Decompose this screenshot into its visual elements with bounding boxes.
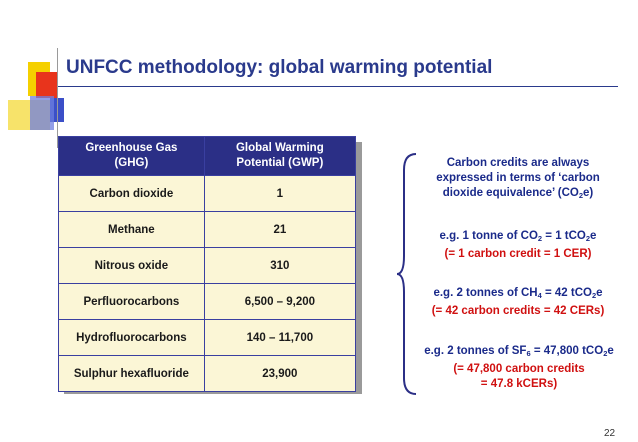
example-co2-result: (= 1 carbon credit = 1 CER) [444, 248, 592, 260]
gas-cell: Hydrofluorocarbons [58, 319, 205, 356]
gas-cell: Nitrous oxide [58, 247, 205, 284]
decor-red-square [36, 72, 58, 98]
gas-cell: Sulphur hexafluoride [58, 355, 205, 392]
gwp-cell: 6,500 – 9,200 [203, 283, 357, 320]
gwp-table: Greenhouse Gas (GHG) Global Warming Potent… [58, 136, 357, 392]
page-number: 22 [604, 428, 616, 439]
example-co2: e.g. 1 tonne of CO2 = 1 tCO2e [439, 230, 597, 243]
decor-blue-square-light [30, 96, 54, 130]
title-divider [58, 86, 618, 87]
gas-cell: Perfluorocarbons [58, 283, 205, 320]
table-row: Perfluorocarbons 6,500 – 9,200 [58, 283, 357, 320]
table-header-row: Greenhouse Gas (GHG) Global Warming Potent… [58, 136, 357, 176]
table-row: Hydrofluorocarbons 140 – 11,700 [58, 319, 357, 356]
table-row: Sulphur hexafluoride 23,900 [58, 355, 357, 392]
gwp-cell: 140 – 11,700 [203, 319, 357, 356]
gas-cell: Methane [58, 211, 205, 248]
slide-title: UNFCC methodology: global warming potent… [66, 57, 493, 78]
example-sf6-result: (= 47,800 carbon credits = 47.8 kCERs) [453, 363, 585, 390]
decor-vertical-line [57, 48, 58, 148]
table-row: Methane 21 [58, 211, 357, 248]
header-gwp: Global Warming Potential (GWP) [203, 136, 357, 176]
gwp-cell: 310 [203, 247, 357, 284]
gwp-cell: 23,900 [203, 355, 357, 392]
example-ch4: e.g. 2 tonnes of CH4 = 42 tCO2e [433, 287, 603, 300]
gwp-cell: 1 [203, 175, 357, 212]
table-row: Nitrous oxide 310 [58, 247, 357, 284]
gas-cell: Carbon dioxide [58, 175, 205, 212]
header-ghg: Greenhouse Gas (GHG) [58, 136, 205, 176]
curly-brace-icon [396, 153, 417, 395]
intro-note: Carbon credits are always expressed in t… [436, 157, 600, 200]
example-sf6: e.g. 2 tonnes of SF6 = 47,800 tCO2e [424, 345, 614, 358]
table-row: Carbon dioxide 1 [58, 175, 357, 212]
example-ch4-result: (= 42 carbon credits = 42 CERs) [431, 305, 605, 317]
gwp-cell: 21 [203, 211, 357, 248]
